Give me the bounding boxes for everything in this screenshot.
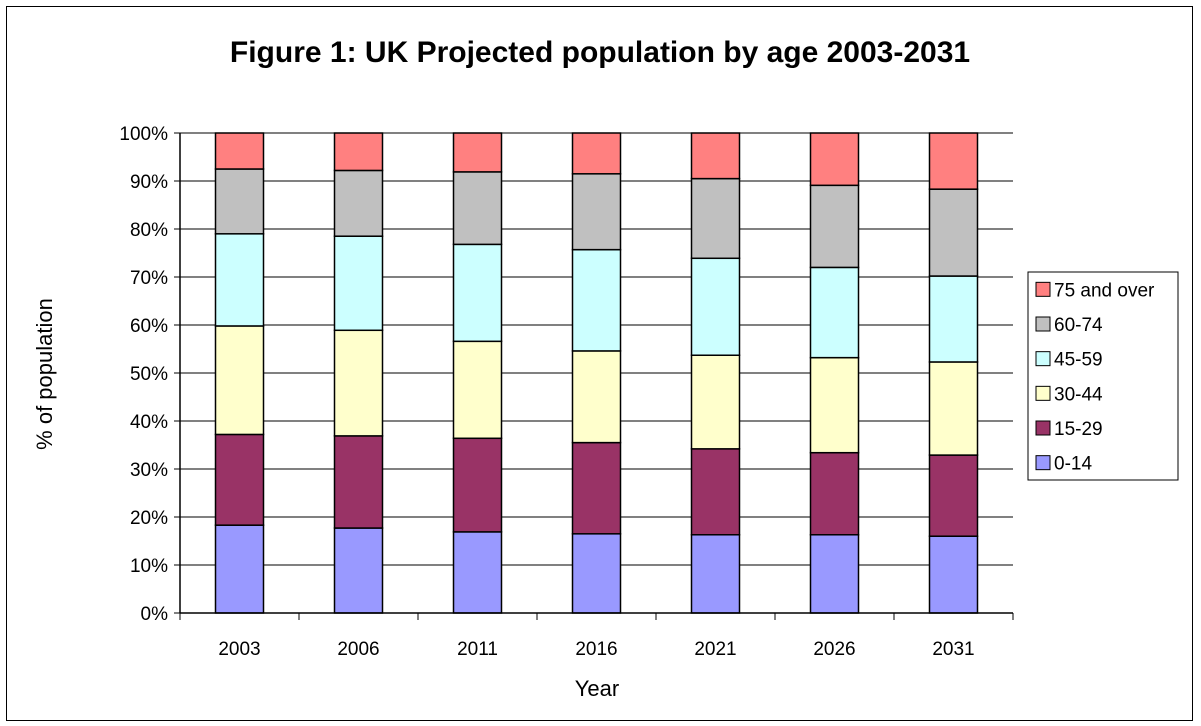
y-tick-label: 40%	[130, 412, 168, 433]
bar-segment-2003-15-29	[214, 433, 265, 526]
chart-title: Figure 1: UK Projected population by age…	[230, 36, 970, 69]
y-tick-label: 70%	[130, 268, 168, 289]
bar-segment-2011-60-74	[452, 171, 503, 246]
bar-segment-2026-30-44	[809, 356, 860, 454]
bar-segment-2016-75-and-over	[571, 132, 622, 175]
x-tick-label: 2031	[932, 639, 974, 660]
x-tick-label: 2003	[218, 639, 260, 660]
legend-label: 60-74	[1054, 315, 1103, 336]
bar-segment-2006-45-59	[333, 235, 384, 332]
bar-segment-2021-60-74	[690, 177, 741, 260]
bar-segment-2016-0-14	[571, 533, 622, 614]
x-tick-label: 2006	[337, 639, 379, 660]
x-tick-label: 2026	[813, 639, 855, 660]
legend-label: 15-29	[1054, 419, 1103, 440]
bar-segment-2031-15-29	[928, 454, 979, 537]
legend-swatch-75-and-over	[1035, 281, 1051, 297]
x-tick-label: 2016	[575, 639, 617, 660]
legend-box	[1027, 271, 1179, 481]
bar-segment-2021-15-29	[690, 448, 741, 536]
bar-segment-2003-60-74	[214, 168, 265, 235]
bar-segment-2006-75-and-over	[333, 132, 384, 172]
y-tick-label: 10%	[130, 556, 168, 577]
bar-segment-2031-60-74	[928, 188, 979, 277]
bar-segment-2031-75-and-over	[928, 132, 979, 190]
bar-segment-2006-60-74	[333, 169, 384, 237]
legend-swatch-0-14	[1035, 455, 1051, 471]
bar-segment-2026-0-14	[809, 534, 860, 614]
legend-swatch-45-59	[1035, 351, 1051, 367]
legend-label: 45-59	[1054, 350, 1103, 371]
y-tick-labels: 0% 10% 20% 30% 40% 50% 60% 70% 80% 90% 100%	[119, 124, 168, 625]
bar-segment-2031-0-14	[928, 535, 979, 614]
x-axis-title: Year	[575, 676, 619, 701]
bar-segment-2016-30-44	[571, 350, 622, 444]
axes	[174, 132, 1014, 620]
y-tick-label: 90%	[130, 172, 168, 193]
y-tick-label: 20%	[130, 508, 168, 529]
bar-segment-2016-60-74	[571, 173, 622, 251]
y-tick-label: 0%	[141, 604, 169, 625]
legend-swatch-30-44	[1035, 385, 1051, 401]
bar-segment-2011-45-59	[452, 243, 503, 343]
bar-segment-2011-30-44	[452, 340, 503, 440]
y-tick-label: 50%	[130, 364, 168, 385]
bar-segment-2016-45-59	[571, 248, 622, 352]
y-tick-label: 60%	[130, 316, 168, 337]
bar-segment-2006-0-14	[333, 527, 384, 614]
legend-label: 0-14	[1054, 454, 1092, 475]
y-tick-label: 80%	[130, 220, 168, 241]
bar-segment-2026-60-74	[809, 184, 860, 269]
bar-segment-2003-45-59	[214, 233, 265, 327]
bar-segment-2003-30-44	[214, 325, 265, 436]
y-axis-title: % of population	[32, 298, 57, 450]
bar-segment-2011-0-14	[452, 531, 503, 614]
bar-segment-2026-15-29	[809, 451, 860, 536]
x-tick-labels: 2003 2006 2011 2016 2021 2026 2031	[218, 639, 974, 660]
x-tick-label: 2011	[457, 639, 498, 660]
bar-segment-2003-0-14	[214, 524, 265, 614]
bar-segment-2031-45-59	[928, 275, 979, 363]
bar-segment-2006-15-29	[333, 435, 384, 529]
bar-segment-2006-30-44	[333, 329, 384, 437]
bar-segment-2021-75-and-over	[690, 132, 741, 180]
bars	[214, 132, 979, 614]
bar-segment-2003-75-and-over	[214, 132, 265, 170]
bar-segment-2011-75-and-over	[452, 132, 503, 173]
bar-segment-2021-0-14	[690, 534, 741, 614]
bar-segment-2021-30-44	[690, 354, 741, 450]
legend-label: 30-44	[1054, 384, 1103, 405]
x-tick-label: 2021	[694, 639, 736, 660]
legend-label: 75 and over	[1054, 280, 1155, 301]
bar-segment-2021-45-59	[690, 257, 741, 356]
y-tick-label: 30%	[130, 460, 168, 481]
legend-swatch-60-74	[1035, 316, 1051, 332]
bar-segment-2031-30-44	[928, 361, 979, 456]
bar-segment-2011-15-29	[452, 437, 503, 533]
bar-segment-2026-45-59	[809, 266, 860, 359]
y-tick-label: 100%	[119, 124, 168, 145]
legend: 75 and over 60-74 45-59 30-44 15-29 0-14	[1027, 271, 1179, 481]
bar-segment-2026-75-and-over	[809, 132, 860, 187]
bar-segment-2016-15-29	[571, 441, 622, 535]
legend-swatch-15-29	[1035, 420, 1051, 436]
